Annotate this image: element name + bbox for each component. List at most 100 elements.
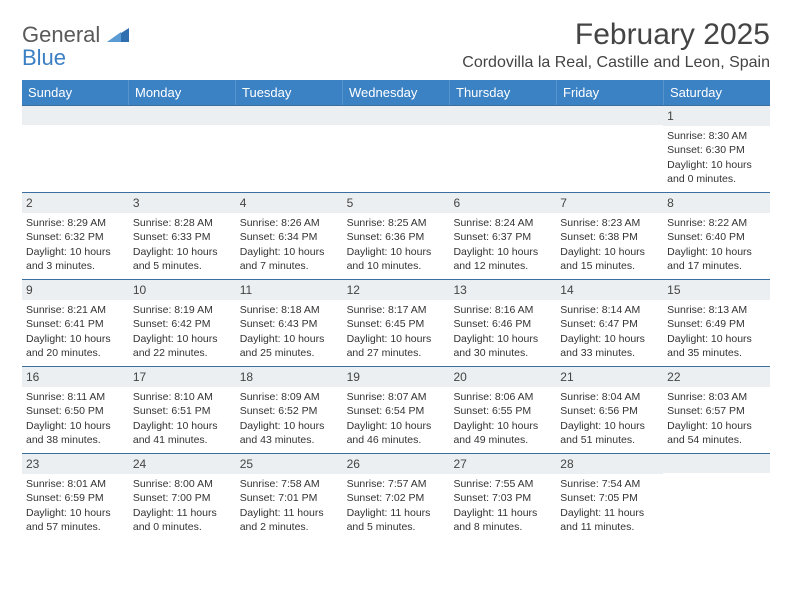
day-info-line: Sunrise: 8:03 AM — [667, 390, 766, 404]
day-cell: 3Sunrise: 8:28 AMSunset: 6:33 PMDaylight… — [129, 193, 236, 279]
day-info-line: Sunset: 6:46 PM — [453, 317, 552, 331]
day-info-line: Sunset: 6:59 PM — [26, 491, 125, 505]
day-info-line: Sunrise: 8:01 AM — [26, 477, 125, 491]
day-info-line: Daylight: 10 hours and 15 minutes. — [560, 245, 659, 273]
day-info-line: Sunrise: 8:14 AM — [560, 303, 659, 317]
week-row: 9 Sunrise: 8:21 AMSunset: 6:41 PM Daylight… — [22, 279, 770, 366]
day-number: 13 — [449, 280, 556, 300]
day-info-line: Sunrise: 8:10 AM — [133, 390, 232, 404]
day-info-line: Sunrise: 8:11 AM — [26, 390, 125, 404]
day-cell: 2Sunrise: 8:29 AMSunset: 6:32 PMDaylight… — [22, 193, 129, 279]
empty-day-cell — [22, 106, 129, 192]
day-cell: 23Sunrise: 8:01 AMSunset: 6:59 PMDayligh… — [22, 454, 129, 540]
brand-name-1: General — [22, 22, 100, 47]
day-info-line: Sunset: 6:54 PM — [347, 404, 446, 418]
empty-day-cell — [129, 106, 236, 192]
day-info-line: Sunset: 6:56 PM — [560, 404, 659, 418]
day-info-line: Sunset: 6:45 PM — [347, 317, 446, 331]
day-number: 4 — [236, 193, 343, 213]
day-info-line: Daylight: 10 hours and 12 minutes. — [453, 245, 552, 273]
day-cell: 26Sunrise: 7:57 AMSunset: 7:02 PMDayligh… — [343, 454, 450, 540]
day-info-line: Sunrise: 7:58 AM — [240, 477, 339, 491]
day-info-line: Sunrise: 8:30 AM — [667, 129, 766, 143]
day-info-line: Daylight: 10 hours and 30 minutes. — [453, 332, 552, 360]
day-number: 23 — [22, 454, 129, 474]
day-info-line: Sunrise: 8:04 AM — [560, 390, 659, 404]
logo-text-block: General Blue — [22, 24, 129, 70]
location-subtitle: Cordovilla la Real, Castille and Leon, S… — [462, 54, 770, 72]
day-number: 25 — [236, 454, 343, 474]
empty-day-cell — [236, 106, 343, 192]
day-cell: 10Sunrise: 8:19 AMSunset: 6:42 PMDayligh… — [129, 280, 236, 366]
day-info-line: Sunrise: 8:21 AM — [26, 303, 125, 317]
day-number: 6 — [449, 193, 556, 213]
day-info-line: Daylight: 10 hours and 43 minutes. — [240, 419, 339, 447]
day-info-line: Daylight: 10 hours and 46 minutes. — [347, 419, 446, 447]
day-info-line: Daylight: 10 hours and 10 minutes. — [347, 245, 446, 273]
empty-day-cell — [556, 106, 663, 192]
day-cell: 19 Sunrise: 8:07 AMSunset: 6:54 PMDayligh… — [343, 367, 450, 453]
day-number: 9 — [22, 280, 129, 300]
empty-day-bar — [449, 106, 556, 125]
day-number: 16 — [22, 367, 129, 387]
day-number: 3 — [129, 193, 236, 213]
day-info-line: Sunrise: 8:23 AM — [560, 216, 659, 230]
day-number: 22 — [663, 367, 770, 387]
day-number: 11 — [236, 280, 343, 300]
day-cell: 8Sunrise: 8:22 AMSunset: 6:40 PMDaylight… — [663, 193, 770, 279]
day-cell: 4Sunrise: 8:26 AMSunset: 6:34 PMDaylight… — [236, 193, 343, 279]
day-info-line: Sunset: 6:57 PM — [667, 404, 766, 418]
day-info-line: Daylight: 11 hours and 5 minutes. — [347, 506, 446, 534]
day-cell: 13 Sunrise: 8:16 AMSunset: 6:46 PMDayligh… — [449, 280, 556, 366]
day-info-line: Daylight: 10 hours and 17 minutes. — [667, 245, 766, 273]
day-info-line: Daylight: 10 hours and 0 minutes. — [667, 158, 766, 186]
day-number: 18 — [236, 367, 343, 387]
day-cell: 20Sunrise: 8:06 AMSunset: 6:55 PMDayligh… — [449, 367, 556, 453]
day-cell: 1Sunrise: 8:30 AMSunset: 6:30 PMDaylight… — [663, 106, 770, 192]
weekday-header-row: SundayMondayTuesdayWednesdayThursdayFrid… — [22, 80, 770, 105]
day-cell: 7Sunrise: 8:23 AMSunset: 6:38 PMDaylight… — [556, 193, 663, 279]
empty-day-bar — [129, 106, 236, 125]
day-number: 19 — [343, 367, 450, 387]
day-info-line: Sunrise: 8:26 AM — [240, 216, 339, 230]
day-info-line: Sunset: 6:36 PM — [347, 230, 446, 244]
day-info-line: Sunrise: 8:07 AM — [347, 390, 446, 404]
weekday-header-cell: Wednesday — [343, 80, 450, 105]
day-info-line: Daylight: 10 hours and 7 minutes. — [240, 245, 339, 273]
day-info-line: Sunset: 6:33 PM — [133, 230, 232, 244]
day-info-line: Sunset: 6:32 PM — [26, 230, 125, 244]
day-number: 21 — [556, 367, 663, 387]
day-cell: 18Sunrise: 8:09 AMSunset: 6:52 PMDayligh… — [236, 367, 343, 453]
day-number: 2 — [22, 193, 129, 213]
title-block: February 2025 Cordovilla la Real, Castil… — [462, 18, 770, 72]
day-number: 15 — [663, 280, 770, 300]
day-info-line: Sunset: 6:37 PM — [453, 230, 552, 244]
day-info-line: Sunset: 6:38 PM — [560, 230, 659, 244]
day-number: 1 — [663, 106, 770, 126]
day-number: 27 — [449, 454, 556, 474]
day-info-line: Daylight: 10 hours and 54 minutes. — [667, 419, 766, 447]
day-info-line: Sunrise: 8:19 AM — [133, 303, 232, 317]
day-info-line: Sunset: 7:00 PM — [133, 491, 232, 505]
weekday-header-cell: Tuesday — [236, 80, 343, 105]
empty-day-bar — [343, 106, 450, 125]
day-number: 24 — [129, 454, 236, 474]
brand-name-2: Blue — [22, 45, 66, 70]
day-info-line: Daylight: 11 hours and 0 minutes. — [133, 506, 232, 534]
day-number: 17 — [129, 367, 236, 387]
day-number: 5 — [343, 193, 450, 213]
weekday-header-cell: Monday — [129, 80, 236, 105]
day-info-line: Sunrise: 8:29 AM — [26, 216, 125, 230]
day-number: 26 — [343, 454, 450, 474]
day-info-line: Sunrise: 8:17 AM — [347, 303, 446, 317]
day-info-line: Daylight: 10 hours and 41 minutes. — [133, 419, 232, 447]
day-info-line: Sunset: 6:47 PM — [560, 317, 659, 331]
day-info-line: Daylight: 10 hours and 5 minutes. — [133, 245, 232, 273]
day-info-line: Sunrise: 8:22 AM — [667, 216, 766, 230]
day-info-line: Sunset: 6:41 PM — [26, 317, 125, 331]
day-info-line: Daylight: 10 hours and 35 minutes. — [667, 332, 766, 360]
day-info-line: Daylight: 10 hours and 49 minutes. — [453, 419, 552, 447]
day-info-line: Sunrise: 8:16 AM — [453, 303, 552, 317]
empty-day-bar — [663, 454, 770, 473]
weekday-header-cell: Thursday — [450, 80, 557, 105]
